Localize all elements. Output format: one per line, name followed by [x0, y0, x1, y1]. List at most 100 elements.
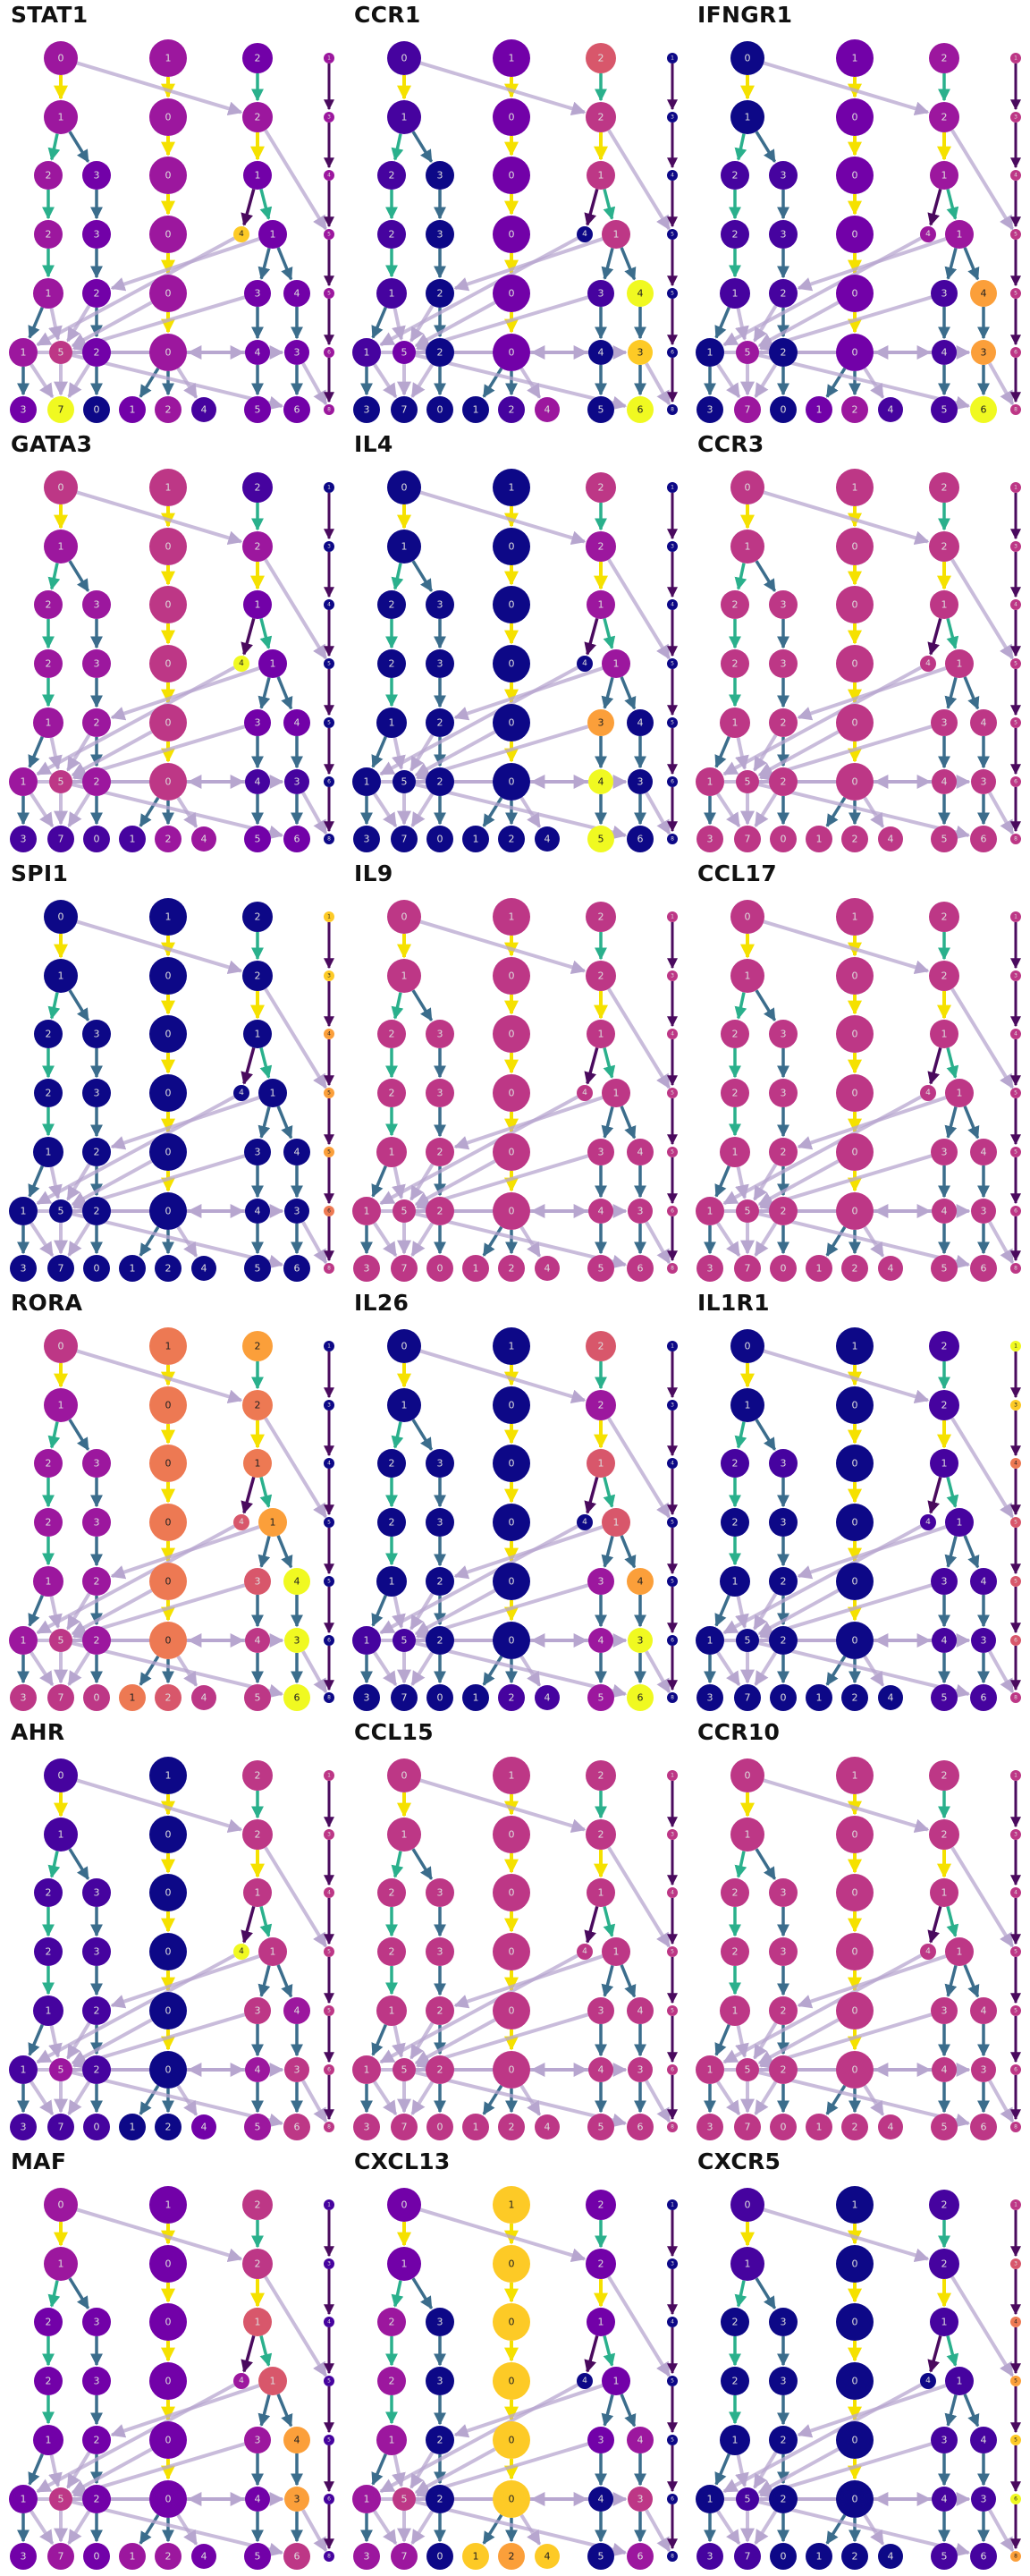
node-label: 4: [981, 288, 987, 300]
tree-node: 4: [191, 2544, 216, 2569]
node-label: 5: [255, 2551, 261, 2563]
side-node-label: 8: [1014, 2124, 1017, 2131]
node-label: 2: [941, 112, 948, 123]
node-label: 3: [294, 2494, 300, 2505]
tree-node: 5: [587, 2543, 614, 2570]
node-circle: [9, 767, 38, 796]
tree-edge: [645, 2080, 671, 2123]
tree-node: 1: [945, 220, 974, 249]
node-label: 0: [852, 170, 858, 182]
node-circle: [245, 1199, 270, 1224]
tree-node: 3: [244, 280, 271, 307]
side-node-circle: [324, 1576, 334, 1587]
tree-edge: [734, 992, 747, 1020]
tree-edge: [758, 1212, 971, 1269]
node-label: 1: [255, 1887, 261, 1899]
node-label: 2: [509, 1263, 515, 1275]
node-label: 0: [165, 717, 172, 729]
tree-node: 2: [242, 1819, 273, 1850]
tree-edge: [950, 1846, 1015, 1948]
tree-node: 5: [244, 396, 271, 423]
tree-node: 4: [588, 2057, 613, 2082]
node-circle: [352, 2055, 381, 2084]
side-node-circle: [324, 1206, 334, 1216]
tree-node: 3: [971, 769, 996, 794]
node-label: 2: [255, 1829, 261, 1841]
tree-node: 5: [931, 2114, 958, 2140]
tree-node: 1: [945, 1508, 974, 1537]
node-circle: [47, 2543, 74, 2570]
node-circle: [244, 280, 271, 307]
node-circle: [720, 2425, 750, 2455]
node-label: 2: [852, 834, 858, 845]
tree-edge: [482, 796, 503, 827]
side-node-label: 4: [671, 173, 674, 179]
tree-edge: [139, 2513, 160, 2545]
node-label: 4: [981, 717, 987, 729]
tree-node: 6: [970, 1255, 997, 1282]
side-node: 5: [324, 2435, 334, 2445]
node-circle: [588, 1628, 613, 1653]
tree-edge: [30, 1222, 55, 1258]
node-label: 2: [781, 347, 787, 359]
tree-edge: [28, 1165, 44, 1198]
node-circle: [49, 341, 72, 364]
node-circle: [535, 397, 560, 422]
node-label: 3: [707, 1263, 713, 1275]
tree-node: 4: [588, 1199, 613, 1224]
side-node-circle: [667, 2258, 678, 2269]
node-label: 4: [888, 2122, 894, 2133]
tree-node: 3: [769, 649, 798, 678]
node-circle: [82, 708, 111, 737]
tree-node: 2: [769, 2426, 798, 2454]
tree-node: 2: [721, 1508, 749, 1537]
node-label: 1: [732, 2435, 739, 2446]
node-label: 1: [270, 1946, 276, 1958]
tree-node: 4: [233, 1944, 249, 1960]
tree-edge: [584, 617, 599, 656]
side-node-label: 4: [1014, 173, 1017, 179]
side-node-circle: [324, 347, 334, 358]
tree-node: 5: [393, 2058, 416, 2081]
node-circle: [10, 2543, 37, 2570]
node-label: 0: [852, 2005, 858, 2017]
tree-node: 0: [44, 470, 78, 504]
node-label: 0: [509, 2435, 515, 2446]
tree-edge: [944, 1965, 958, 1997]
tree-node: 2: [929, 2190, 959, 2220]
side-node-circle: [324, 1946, 334, 1957]
tree-node: 3: [931, 2427, 958, 2453]
tree-node: 6: [283, 826, 310, 852]
node-circle: [493, 98, 530, 136]
side-node-circle: [324, 112, 334, 123]
side-node: 4: [1010, 170, 1021, 181]
tree-node: 2: [34, 649, 63, 678]
side-node: 5: [667, 1517, 678, 1528]
node-circle: [586, 43, 616, 73]
node-circle: [155, 1684, 182, 1711]
panel-title: CCL17: [697, 860, 777, 886]
node-label: 5: [941, 834, 948, 845]
node-label: 2: [732, 1887, 739, 1899]
tree-node: 0: [493, 2480, 530, 2518]
side-node-circle: [324, 1829, 334, 1840]
node-circle: [970, 2427, 997, 2453]
node-circle: [391, 396, 418, 423]
node-circle: [878, 826, 903, 852]
node-circle: [836, 645, 874, 682]
side-node-label: 4: [327, 1031, 331, 1038]
tree-node: 0: [387, 41, 421, 75]
node-circle: [149, 586, 187, 623]
node-label: 2: [941, 53, 948, 64]
node-label: 0: [401, 482, 408, 494]
node-label: 4: [545, 2122, 551, 2133]
tree-node: 1: [243, 161, 272, 190]
tree-edge: [241, 1046, 256, 1085]
node-circle: [720, 1566, 750, 1597]
node-label: 3: [781, 1029, 787, 1040]
node-circle: [628, 2487, 653, 2512]
node-label: 0: [94, 2122, 100, 2133]
tree-node: 7: [734, 396, 761, 423]
node-label: 0: [401, 1341, 408, 1352]
